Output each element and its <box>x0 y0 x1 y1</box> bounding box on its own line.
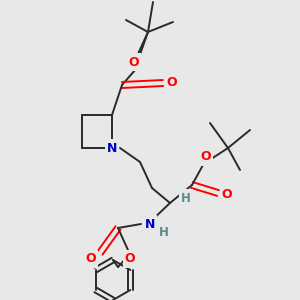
Text: O: O <box>129 56 139 68</box>
Text: O: O <box>125 253 135 266</box>
Text: O: O <box>86 253 96 266</box>
Text: O: O <box>201 151 211 164</box>
Text: N: N <box>145 218 155 230</box>
Text: O: O <box>167 76 177 89</box>
Text: O: O <box>222 188 232 202</box>
Text: H: H <box>181 191 191 205</box>
Text: N: N <box>107 142 117 154</box>
Text: H: H <box>159 226 169 238</box>
